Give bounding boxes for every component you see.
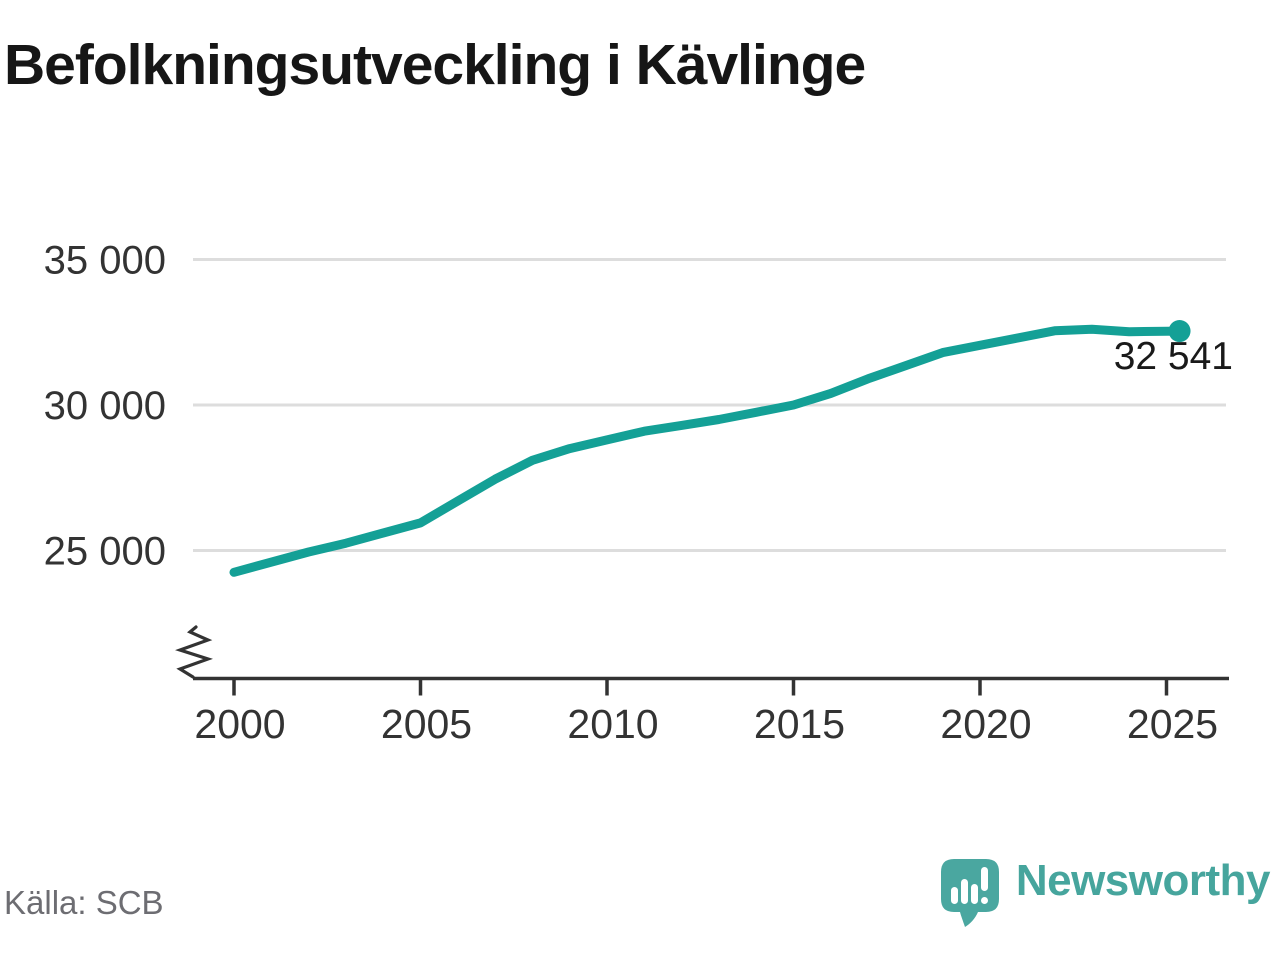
x-tick-label-2005: 2005 [381,701,472,747]
x-tick-label-2015: 2015 [754,701,845,747]
end-point-marker [1168,320,1191,343]
end-point-value-label: 32 541 [1114,335,1233,378]
y-tick-label-25000: 25 000 [44,530,166,574]
y-tick-label-30000: 30 000 [44,384,166,428]
axis-break-icon [175,625,213,679]
x-tick-label-2020: 2020 [940,701,1031,747]
y-tick-label-35000: 35 000 [44,239,166,283]
source-note: Källa: SCB [4,884,164,921]
newsworthy-brand: Newsworthy [940,856,1271,928]
bar-small [950,887,958,904]
exclamation-dot [980,897,988,904]
bar-medium [970,884,978,904]
speech-bubble-shape [940,859,999,927]
exclamation-bar [980,867,988,891]
newsworthy-speech-bubble-barchart-icon [940,859,999,927]
x-tick-label-2010: 2010 [567,701,658,747]
x-tick-label-2000: 2000 [194,701,285,747]
population-line-series [229,324,1185,577]
newsworthy-wordmark: Newsworthy [1015,856,1271,905]
bar-tall [960,879,968,904]
chart-title: Befolkningsutveckling i Kävlinge [4,33,866,97]
x-tick-label-2025: 2025 [1127,701,1218,747]
